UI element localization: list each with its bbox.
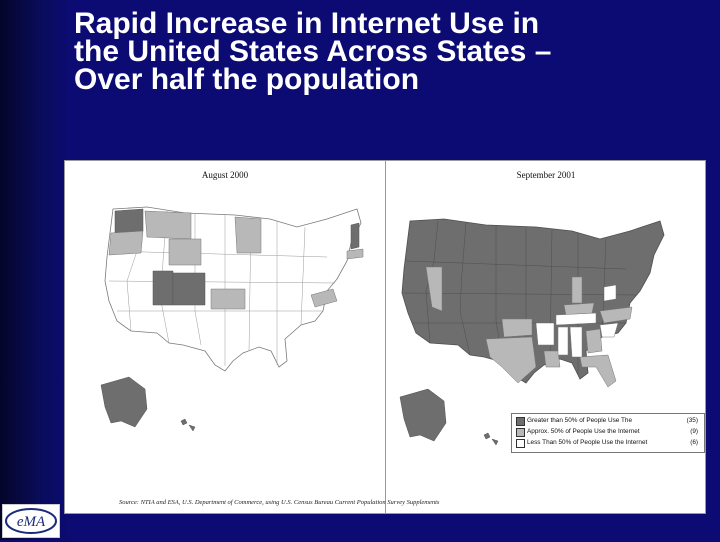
state-light-al	[569, 326, 583, 358]
ema-logo-mark: eMA	[5, 508, 57, 534]
state-light-tn	[555, 312, 597, 326]
state-dark-ak	[100, 376, 148, 428]
state-light-wv	[603, 284, 617, 302]
state-medium-or	[108, 230, 144, 256]
us-map-august-2000	[100, 206, 364, 432]
legend-count: (35)	[686, 417, 698, 424]
state-dark-co	[172, 272, 206, 306]
state-medium-mn	[234, 216, 262, 254]
legend-item-greater-than-50: Greater than 50% of People Use The (35)	[516, 416, 700, 426]
state-dark-hi	[180, 418, 196, 432]
state-light-sc	[599, 322, 619, 338]
ema-logo: eMA	[2, 504, 60, 538]
state-medium-tx	[485, 336, 537, 384]
legend-swatch-light	[516, 439, 525, 448]
state-medium-ks	[210, 288, 246, 310]
state-medium-nc	[599, 306, 633, 324]
legend-item-approx-50: Approx. 50% of People Use the Internet (…	[516, 427, 700, 437]
source-note: Source: NTIA and ESA, U.S. Department of…	[119, 499, 440, 506]
state-dark-hi-2001	[483, 432, 499, 446]
state-dark-ak-2001	[399, 388, 447, 442]
state-medium-ok	[501, 318, 533, 338]
legend-swatch-medium	[516, 428, 525, 437]
legend-item-less-than-50: Less Than 50% of People Use the Internet…	[516, 438, 700, 448]
state-medium-mt	[144, 210, 192, 240]
map-heading-august-2000: August 2000	[201, 170, 249, 180]
legend-swatch-dark	[516, 417, 525, 426]
legend-count: (6)	[690, 439, 698, 446]
map-panel: August 2000 September 2001	[64, 160, 706, 514]
state-medium-va	[310, 288, 338, 308]
legend-label: Less Than 50% of People Use the Internet	[527, 439, 648, 446]
state-light-ms	[557, 326, 569, 356]
state-dark-ut	[152, 270, 174, 306]
legend-label: Greater than 50% of People Use The	[527, 417, 633, 424]
state-medium-in	[571, 276, 583, 304]
slide-title: Rapid Increase in Internet Use in the Un…	[74, 7, 552, 96]
legend-label: Approx. 50% of People Use the Internet	[527, 428, 640, 435]
us-outline-right	[401, 218, 665, 384]
map-divider	[385, 161, 386, 513]
state-medium-wy	[168, 238, 202, 266]
map-legend: Greater than 50% of People Use The (35) …	[511, 413, 705, 453]
legend-count: (9)	[690, 428, 698, 435]
state-medium-nv	[425, 266, 443, 312]
us-map-september-2001	[399, 218, 665, 446]
logo-text: eMA	[17, 514, 46, 530]
state-medium-la	[543, 350, 561, 368]
state-medium-fl	[579, 354, 617, 388]
state-dark-wa	[114, 208, 144, 234]
state-medium-ma	[346, 248, 364, 260]
state-medium-ga	[585, 328, 603, 354]
map-heading-september-2001: September 2001	[516, 170, 576, 180]
state-light-ar	[535, 322, 555, 346]
state-dark-nh	[350, 222, 360, 250]
